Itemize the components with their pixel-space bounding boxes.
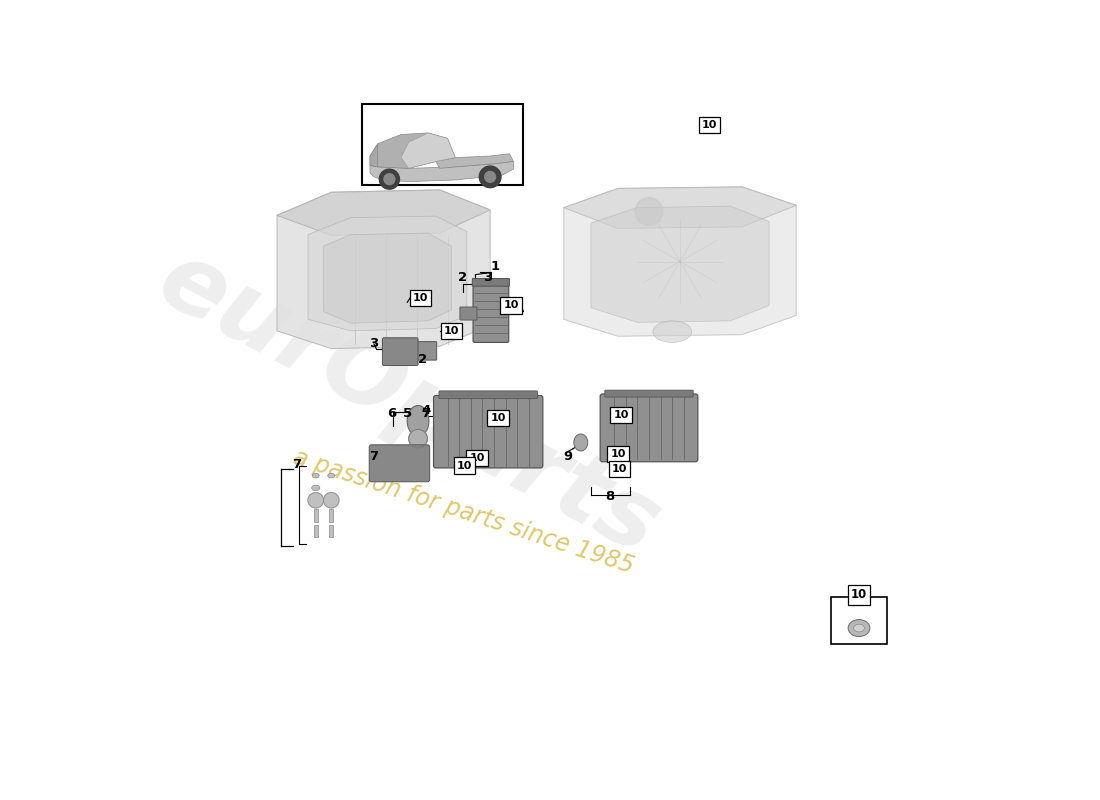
Polygon shape: [563, 187, 796, 229]
Bar: [314, 510, 318, 522]
Text: 7: 7: [292, 458, 301, 470]
Circle shape: [480, 166, 501, 188]
Bar: [329, 525, 333, 538]
Bar: [832, 597, 887, 644]
Text: 2: 2: [459, 271, 468, 284]
Polygon shape: [402, 133, 455, 168]
Text: 5: 5: [403, 406, 411, 420]
Polygon shape: [370, 133, 455, 168]
Polygon shape: [436, 154, 514, 168]
Text: eurOparts: eurOparts: [143, 233, 675, 575]
Ellipse shape: [328, 474, 334, 478]
Bar: [362, 104, 524, 186]
Text: 10: 10: [851, 589, 867, 602]
Text: 4: 4: [421, 404, 430, 417]
Text: 10: 10: [470, 453, 485, 463]
Circle shape: [384, 174, 395, 185]
Text: a passion for parts since 1985: a passion for parts since 1985: [289, 446, 637, 578]
FancyBboxPatch shape: [383, 338, 418, 366]
Ellipse shape: [312, 474, 319, 478]
Text: 10: 10: [610, 449, 626, 459]
Text: 3: 3: [483, 271, 493, 284]
FancyBboxPatch shape: [370, 445, 430, 482]
Text: 10: 10: [614, 410, 629, 420]
FancyBboxPatch shape: [433, 395, 542, 468]
Bar: [329, 510, 333, 522]
Circle shape: [323, 493, 339, 508]
Text: 7: 7: [370, 450, 378, 463]
Ellipse shape: [311, 486, 320, 490]
Text: 6: 6: [387, 406, 396, 420]
Text: 10: 10: [504, 301, 519, 310]
Circle shape: [409, 430, 427, 448]
FancyBboxPatch shape: [473, 284, 508, 342]
Ellipse shape: [848, 619, 870, 637]
Polygon shape: [323, 233, 451, 323]
Polygon shape: [277, 190, 491, 235]
Circle shape: [635, 198, 663, 226]
Text: 10: 10: [491, 413, 506, 423]
Text: 3: 3: [370, 338, 378, 350]
Circle shape: [485, 171, 495, 182]
Polygon shape: [277, 190, 491, 349]
Polygon shape: [308, 216, 466, 331]
Text: 10: 10: [702, 120, 717, 130]
FancyBboxPatch shape: [439, 391, 538, 398]
Text: 8: 8: [606, 490, 615, 503]
FancyBboxPatch shape: [601, 394, 697, 462]
FancyBboxPatch shape: [605, 390, 693, 397]
Ellipse shape: [574, 434, 587, 451]
Circle shape: [308, 493, 323, 508]
Text: 10: 10: [412, 293, 428, 302]
Text: 2: 2: [418, 353, 427, 366]
FancyBboxPatch shape: [472, 278, 509, 286]
Text: 10: 10: [456, 461, 472, 470]
Text: 9: 9: [564, 450, 573, 463]
FancyBboxPatch shape: [460, 307, 477, 320]
Polygon shape: [370, 144, 377, 167]
Bar: [314, 525, 318, 538]
Polygon shape: [563, 187, 796, 336]
Ellipse shape: [854, 624, 865, 632]
Ellipse shape: [653, 321, 692, 342]
Ellipse shape: [407, 406, 429, 436]
Polygon shape: [370, 162, 514, 182]
Text: 10: 10: [443, 326, 459, 336]
Text: 10: 10: [612, 464, 627, 474]
Text: 1: 1: [491, 261, 501, 274]
Text: 7: 7: [421, 406, 430, 420]
FancyBboxPatch shape: [411, 342, 437, 360]
Circle shape: [379, 169, 399, 189]
Polygon shape: [591, 206, 769, 322]
